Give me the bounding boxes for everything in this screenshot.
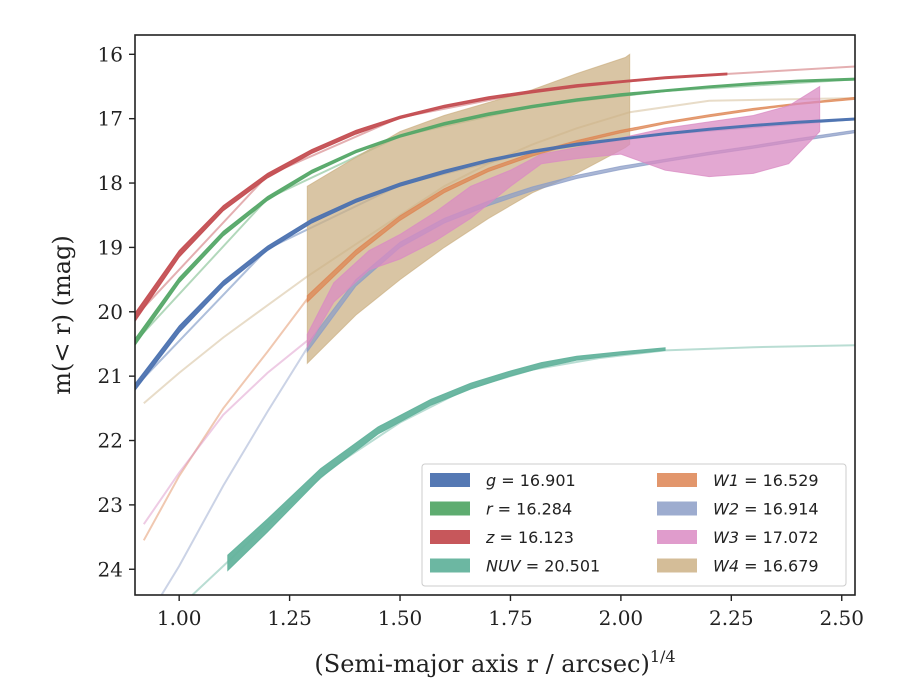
y-tick-label: 24 [98,557,123,581]
x-tick-label: 2.00 [599,606,644,630]
x-axis-ticks: 1.00 1.25 1.50 1.75 2.00 2.25 2.50 [157,595,864,630]
x-tick-label: 1.75 [488,606,533,630]
legend-swatch [657,530,697,544]
legend-label: W4 = 16.679 [713,557,819,576]
legend-item-w1: W1 = 16.529 [657,471,819,490]
band-w3 [306,85,821,350]
legend-item-nuv: NUV = 20.501 [430,557,600,576]
x-tick-label: 1.50 [378,606,423,630]
x-tick-label: 1.25 [267,606,312,630]
legend: g = 16.901 r = 16.284 z = 16.123 NUV = 20.5… [421,463,847,587]
y-tick-label: 21 [98,364,123,388]
legend-label: W2 = 16.914 [713,500,819,519]
band-z [135,72,728,323]
x-axis-label: (Semi-major axis r / arcsec)1/4 [314,647,675,678]
x-tick-label: 2.25 [709,606,754,630]
legend-swatch [657,501,697,516]
legend-label: r = 16.284 [486,500,572,519]
y-tick-label: 23 [98,493,123,517]
legend-swatch [430,501,470,516]
legend-label: g = 16.901 [486,471,576,490]
y-tick-label: 17 [98,107,123,131]
y-tick-label: 19 [98,235,123,259]
tail-line-w3 [142,339,308,525]
profile-bands [135,53,855,572]
y-tick-label: 18 [98,171,123,195]
tail-line-w2 [160,347,309,595]
legend-swatch [430,530,470,544]
y-axis-label: m(< r) (mag) [48,235,76,394]
legend-item-w2: W2 = 16.914 [657,500,819,519]
band-w1 [306,96,855,304]
band-r [135,77,855,347]
legend-label: W3 = 17.072 [713,528,819,547]
legend-label: NUV = 20.501 [486,557,600,576]
y-tick-label: 16 [98,42,123,66]
y-axis-ticks: 16 17 18 19 20 21 22 23 24 [98,42,135,581]
legend-label: z = 16.123 [485,528,574,547]
legend-item-r: r = 16.284 [430,500,572,519]
x-tick-label: 1.00 [157,606,202,630]
legend-swatch [430,558,470,573]
legend-frame [421,463,847,587]
legend-swatch [430,473,470,487]
legend-item-z: z = 16.123 [430,528,574,547]
y-tick-label: 22 [98,429,123,453]
legend-item-w4: W4 = 16.679 [657,557,819,576]
y-tick-label: 20 [98,300,123,324]
plot-frame [134,34,856,596]
legend-swatch [657,473,697,487]
legend-label: W1 = 16.529 [713,471,819,490]
legend-item-w3: W3 = 17.072 [657,528,819,547]
legend-swatch [657,558,697,573]
legend-item-g: g = 16.901 [430,471,576,490]
band-nuv [227,347,666,572]
x-tick-label: 2.50 [819,606,864,630]
tail-line-w1 [142,298,309,541]
band-g [135,117,855,392]
